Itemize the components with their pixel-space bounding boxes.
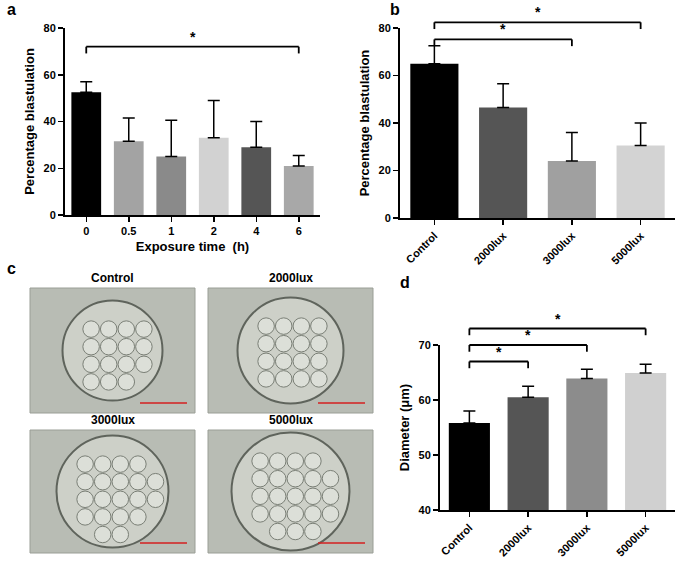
- svg-text:Percentage blastulation: Percentage blastulation: [22, 48, 37, 195]
- svg-text:2000lux: 2000lux: [471, 229, 509, 267]
- svg-text:6: 6: [296, 225, 302, 237]
- svg-text:40: 40: [379, 117, 391, 129]
- svg-text:5000lux: 5000lux: [614, 521, 652, 559]
- svg-text:0: 0: [83, 225, 89, 237]
- svg-text:0: 0: [50, 209, 56, 221]
- svg-text:Exposure time (h): Exposure time (h): [136, 239, 249, 254]
- svg-text:80: 80: [44, 22, 56, 34]
- svg-text:5000lux: 5000lux: [269, 413, 313, 427]
- svg-text:50: 50: [419, 449, 431, 461]
- svg-text:60: 60: [379, 69, 391, 81]
- svg-text:*: *: [190, 29, 196, 45]
- svg-text:2000lux: 2000lux: [269, 271, 313, 285]
- svg-text:40: 40: [419, 504, 431, 516]
- svg-text:Diameter (μm): Diameter (μm): [397, 384, 412, 471]
- svg-text:Control: Control: [404, 230, 440, 266]
- svg-text:b: b: [390, 1, 400, 18]
- svg-text:a: a: [7, 1, 16, 18]
- svg-text:Control: Control: [439, 522, 475, 558]
- svg-text:2: 2: [211, 225, 217, 237]
- svg-text:2000lux: 2000lux: [496, 521, 534, 559]
- svg-text:60: 60: [44, 69, 56, 81]
- svg-text:60: 60: [419, 394, 431, 406]
- svg-text:3000lux: 3000lux: [555, 521, 593, 559]
- svg-text:*: *: [535, 4, 541, 20]
- svg-text:4: 4: [253, 225, 260, 237]
- svg-text:*: *: [525, 327, 531, 343]
- svg-text:Control: Control: [91, 271, 134, 285]
- svg-text:*: *: [555, 311, 561, 327]
- svg-text:70: 70: [419, 339, 431, 351]
- svg-text:d: d: [400, 274, 410, 291]
- svg-text:20: 20: [379, 164, 391, 176]
- svg-text:1: 1: [168, 225, 174, 237]
- svg-text:3000lux: 3000lux: [540, 229, 578, 267]
- svg-text:80: 80: [379, 22, 391, 34]
- svg-text:*: *: [500, 21, 506, 37]
- svg-text:3000lux: 3000lux: [91, 413, 135, 427]
- svg-text:0: 0: [385, 212, 391, 224]
- svg-text:0.5: 0.5: [121, 225, 136, 237]
- svg-text:Percentage blastulation: Percentage blastulation: [357, 50, 372, 197]
- svg-text:20: 20: [44, 162, 56, 174]
- svg-text:*: *: [496, 344, 502, 360]
- svg-text:c: c: [7, 260, 16, 277]
- svg-text:40: 40: [44, 115, 56, 127]
- svg-text:5000lux: 5000lux: [609, 229, 647, 267]
